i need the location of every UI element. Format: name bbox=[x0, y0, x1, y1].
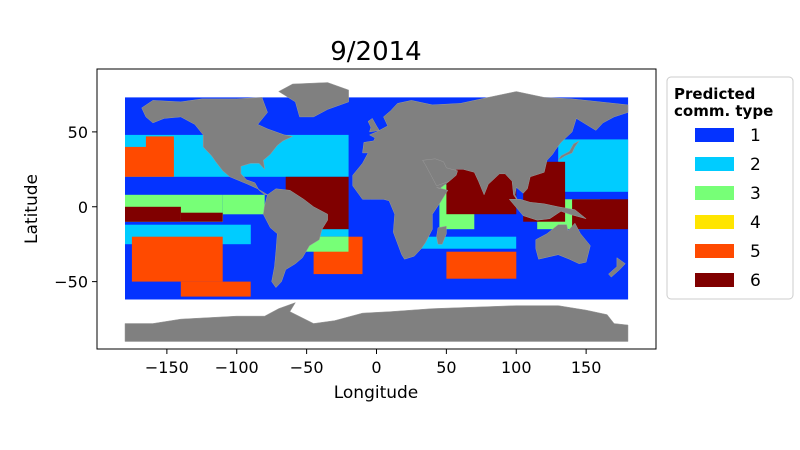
legend-swatch-2 bbox=[695, 157, 734, 171]
legend-entries: 1 2 3 4 5 6 bbox=[695, 126, 761, 291]
land-australia bbox=[535, 222, 591, 264]
x-axis-ticks: −150 −100 −50 0 50 100 150 bbox=[145, 349, 602, 377]
legend-title-line1: Predicted bbox=[674, 85, 755, 103]
land-arabia-gap bbox=[422, 158, 458, 187]
ocean-region-10 bbox=[446, 251, 517, 279]
y-axis-label: Latitude bbox=[22, 174, 42, 244]
legend-label-3: 3 bbox=[750, 184, 761, 204]
legend-label-1: 1 bbox=[750, 126, 761, 146]
legend-label-2: 2 bbox=[750, 155, 761, 175]
land-south-america bbox=[263, 188, 328, 288]
land-madagascar bbox=[436, 225, 447, 245]
land-masses bbox=[124, 82, 629, 342]
y-tick-label: 0 bbox=[78, 198, 88, 217]
y-tick-label: −50 bbox=[54, 273, 88, 292]
ocean-region-7 bbox=[145, 136, 174, 150]
y-tick-label: 50 bbox=[68, 123, 88, 142]
ocean-region-18 bbox=[180, 212, 223, 222]
legend-swatch-5 bbox=[695, 244, 734, 258]
x-tick-label: −150 bbox=[145, 358, 189, 377]
legend-label-4: 4 bbox=[750, 213, 761, 233]
plot-area bbox=[124, 82, 629, 342]
legend-title-line2: comm. type bbox=[674, 102, 773, 120]
x-axis-label: Longitude bbox=[334, 383, 419, 403]
chart-title: 9/2014 bbox=[330, 37, 421, 67]
legend: Predicted comm. type 1 2 3 4 5 6 bbox=[666, 76, 794, 300]
x-tick-label: 50 bbox=[436, 358, 456, 377]
ocean-region-3 bbox=[558, 139, 629, 192]
land-japan bbox=[557, 140, 580, 161]
ocean-region-6 bbox=[125, 146, 174, 177]
ocean-region-4 bbox=[418, 236, 517, 249]
legend-swatch-3 bbox=[695, 186, 734, 200]
x-tick-label: 0 bbox=[371, 358, 381, 377]
ocean-region-8 bbox=[131, 236, 223, 282]
legend-swatch-4 bbox=[695, 215, 734, 229]
legend-label-6: 6 bbox=[750, 271, 761, 291]
y-axis-ticks: −50 0 50 bbox=[54, 123, 97, 292]
legend-swatch-6 bbox=[695, 273, 734, 287]
ocean-region-22 bbox=[572, 199, 628, 230]
land-greenland bbox=[278, 82, 349, 118]
ocean-region-13 bbox=[222, 194, 265, 215]
ocean-region-17 bbox=[125, 206, 181, 222]
land-britain bbox=[367, 118, 380, 133]
land-eurasia-africa bbox=[352, 91, 629, 260]
legend-label-5: 5 bbox=[750, 242, 761, 262]
land-antarctica bbox=[124, 302, 629, 342]
land-indonesia bbox=[508, 199, 587, 221]
land-north-america bbox=[141, 97, 294, 196]
legend-swatch-1 bbox=[695, 128, 734, 142]
land-new-zealand bbox=[608, 257, 626, 278]
x-tick-label: 100 bbox=[501, 358, 532, 377]
ocean-region-11 bbox=[180, 281, 251, 297]
x-tick-label: −100 bbox=[215, 358, 259, 377]
x-tick-label: 150 bbox=[571, 358, 602, 377]
x-tick-label: −50 bbox=[290, 358, 324, 377]
